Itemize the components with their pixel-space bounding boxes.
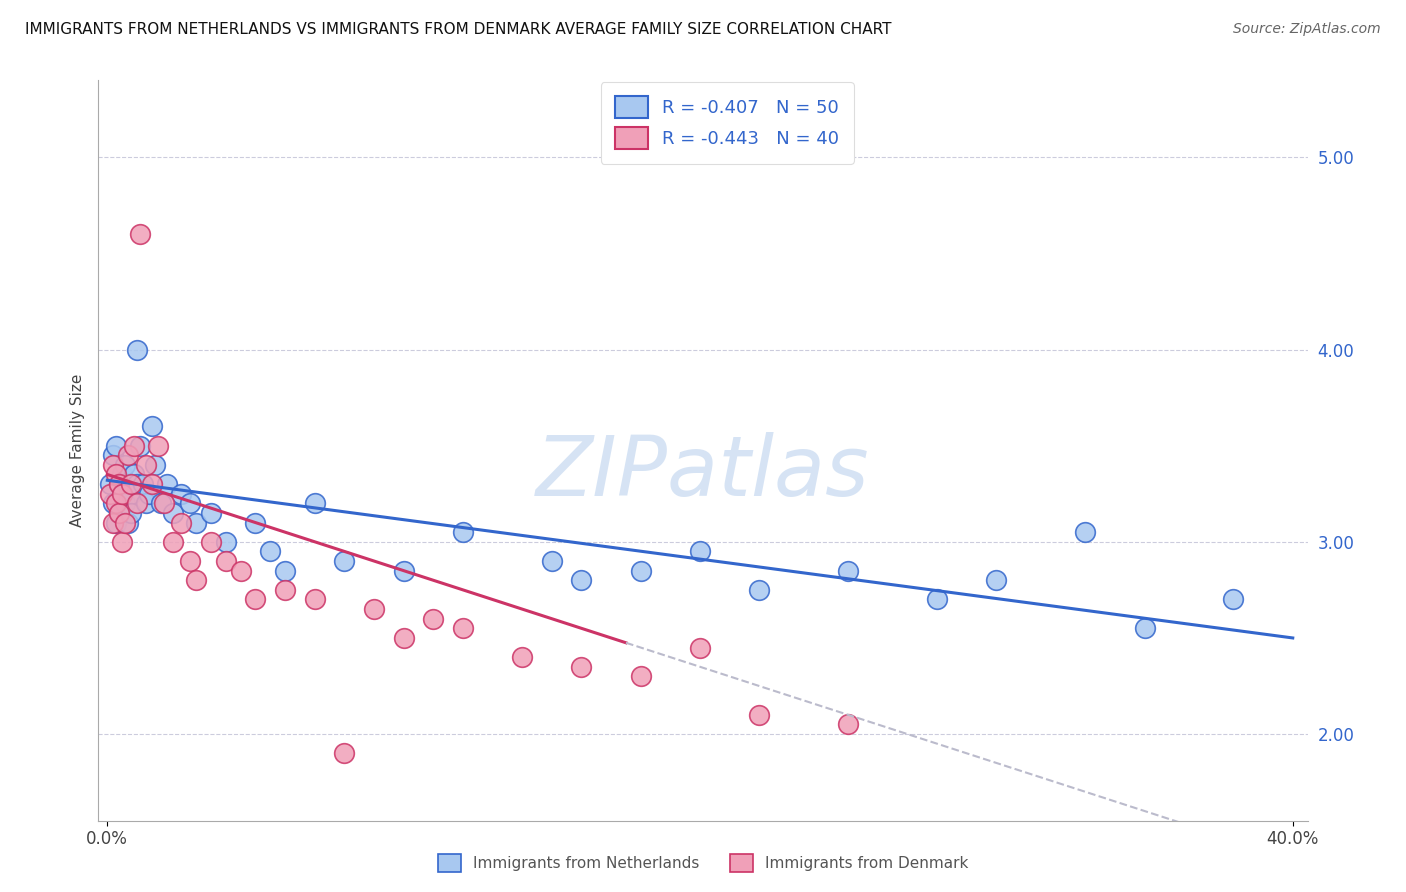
Point [103, 448, 125, 462]
Point [125, 477, 148, 491]
Point [215, 554, 238, 568]
Point [141, 419, 163, 434]
Point [304, 592, 326, 607]
Point [630, 564, 652, 578]
Point [179, 496, 201, 510]
Y-axis label: Average Family Size: Average Family Size [69, 374, 84, 527]
Point [143, 458, 166, 472]
Point [451, 621, 474, 635]
Point [122, 439, 145, 453]
Point [1133, 621, 1156, 635]
Point [170, 516, 193, 530]
Point [132, 477, 155, 491]
Point [837, 717, 859, 731]
Point [986, 574, 1008, 588]
Point [200, 534, 222, 549]
Point [837, 564, 859, 578]
Text: ZIPatlas: ZIPatlas [536, 432, 870, 513]
Point [105, 467, 128, 482]
Point [141, 477, 163, 491]
Point [274, 564, 297, 578]
Point [105, 439, 128, 453]
Point [162, 534, 184, 549]
Point [111, 487, 134, 501]
Point [392, 631, 415, 645]
Point [122, 467, 145, 482]
Point [108, 506, 131, 520]
Point [392, 564, 415, 578]
Point [1222, 592, 1244, 607]
Point [1074, 525, 1097, 540]
Point [215, 534, 238, 549]
Point [146, 439, 169, 453]
Point [129, 439, 152, 453]
Point [120, 477, 142, 491]
Point [117, 516, 139, 530]
Point [135, 496, 157, 510]
Point [748, 582, 770, 597]
Point [186, 574, 208, 588]
Point [111, 534, 134, 549]
Point [200, 506, 222, 520]
Point [111, 487, 134, 501]
Point [363, 602, 385, 616]
Point [540, 554, 562, 568]
Point [135, 458, 157, 472]
Point [179, 554, 201, 568]
Point [274, 582, 297, 597]
Point [571, 660, 593, 674]
Point [451, 525, 474, 540]
Point [120, 487, 142, 501]
Point [117, 448, 139, 462]
Point [103, 496, 125, 510]
Point [105, 516, 128, 530]
Point [114, 496, 136, 510]
Point [105, 496, 128, 510]
Legend: R = -0.407   N = 50, R = -0.443   N = 40: R = -0.407 N = 50, R = -0.443 N = 40 [600, 82, 853, 164]
Point [152, 496, 174, 510]
Point [748, 707, 770, 722]
Point [689, 640, 711, 655]
Point [333, 554, 356, 568]
Point [422, 612, 444, 626]
Point [149, 496, 172, 510]
Point [111, 467, 134, 482]
Point [138, 487, 160, 501]
Point [186, 516, 208, 530]
Legend: Immigrants from Netherlands, Immigrants from Denmark: Immigrants from Netherlands, Immigrants … [430, 846, 976, 880]
Point [927, 592, 949, 607]
Point [245, 516, 267, 530]
Point [125, 343, 148, 357]
Point [229, 564, 252, 578]
Point [333, 747, 356, 761]
Point [125, 496, 148, 510]
Text: IMMIGRANTS FROM NETHERLANDS VS IMMIGRANTS FROM DENMARK AVERAGE FAMILY SIZE CORRE: IMMIGRANTS FROM NETHERLANDS VS IMMIGRANT… [25, 22, 891, 37]
Point [129, 227, 152, 241]
Point [103, 458, 125, 472]
Point [304, 496, 326, 510]
Point [162, 506, 184, 520]
Point [114, 458, 136, 472]
Point [510, 650, 533, 665]
Point [245, 592, 267, 607]
Point [98, 487, 121, 501]
Text: Source: ZipAtlas.com: Source: ZipAtlas.com [1233, 22, 1381, 37]
Point [103, 516, 125, 530]
Point [108, 477, 131, 491]
Point [630, 669, 652, 683]
Point [114, 516, 136, 530]
Point [571, 574, 593, 588]
Point [117, 477, 139, 491]
Point [170, 487, 193, 501]
Point [108, 506, 131, 520]
Point [120, 506, 142, 520]
Point [155, 477, 177, 491]
Point [689, 544, 711, 558]
Point [108, 477, 131, 491]
Point [98, 477, 121, 491]
Point [259, 544, 281, 558]
